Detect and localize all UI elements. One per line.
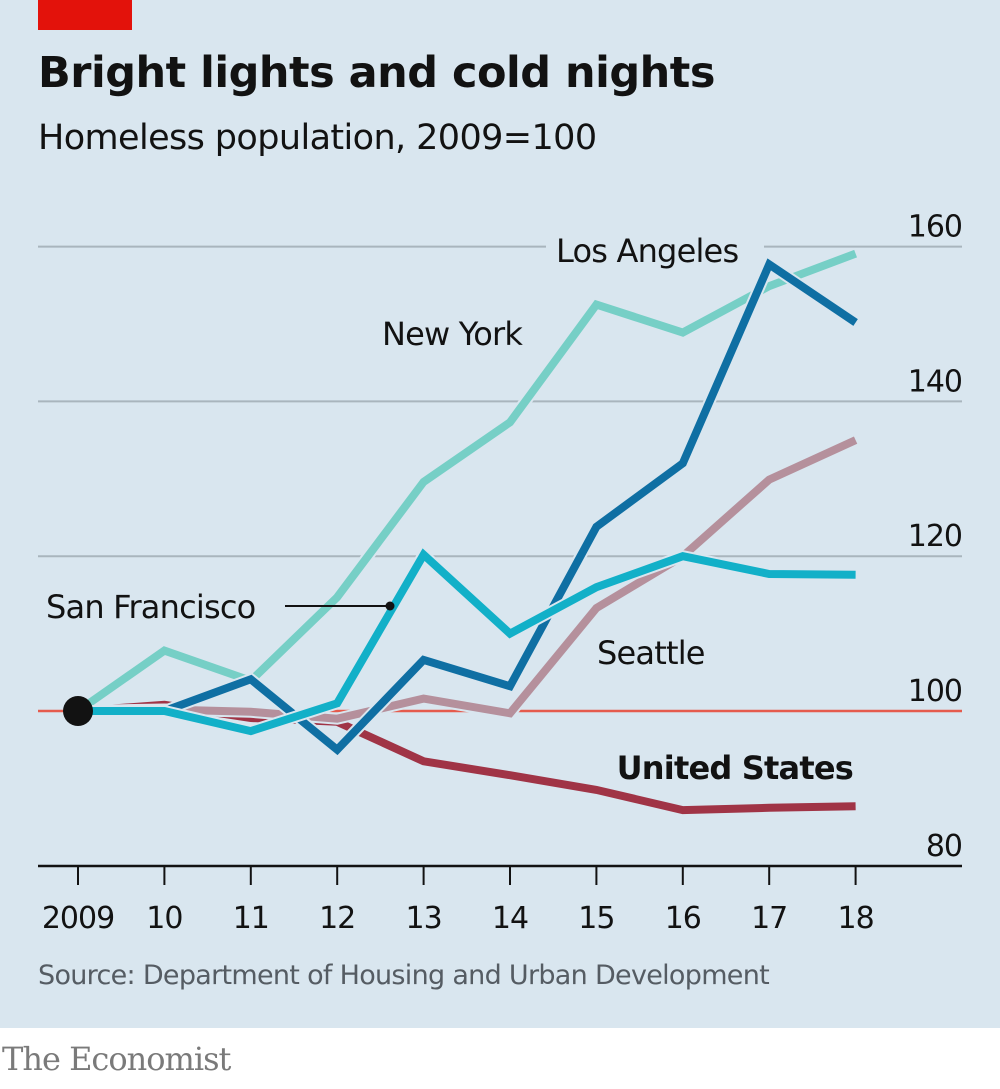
y-axis-tick-labels: 80 100 120 140 160 <box>908 210 963 864</box>
series-label-san-francisco: San Francisco <box>46 588 255 626</box>
y-tick-label-140: 140 <box>908 364 962 399</box>
series-label-los-angeles: Los Angeles <box>556 232 738 270</box>
y-tick-label-80: 80 <box>926 829 962 864</box>
leader-dot-san-francisco <box>385 601 395 611</box>
economist-logo-text: The Economist <box>2 1040 231 1078</box>
line-chart: 80 100 120 140 160 2009 10 11 12 13 14 15 16 17 18 Lo… <box>38 210 963 936</box>
series-lines <box>74 247 859 817</box>
brand-red-tab <box>38 0 132 30</box>
source-note: Source: Department of Housing and Urban … <box>38 960 770 991</box>
series-line-los-angeles <box>78 258 858 756</box>
x-tick-label-2016: 16 <box>665 901 701 936</box>
x-tick-label-2014: 14 <box>492 901 528 936</box>
series-label-seattle: Seattle <box>597 634 705 672</box>
x-axis: 2009 10 11 12 13 14 15 16 17 18 <box>38 864 962 936</box>
series-line-san-francisco <box>78 548 856 736</box>
series-line-seattle <box>77 436 858 723</box>
x-tick-label-2017: 17 <box>751 901 787 936</box>
x-tick-label-2018: 18 <box>838 901 874 936</box>
chart-title: Bright lights and cold nights <box>38 48 715 98</box>
y-tick-label-100: 100 <box>908 674 962 709</box>
chart-subtitle: Homeless population, 2009=100 <box>38 118 597 158</box>
series-labels: Los Angeles New York San Francisco Seattle U… <box>46 232 854 787</box>
x-tick-label-2009: 2009 <box>42 901 114 936</box>
series-label-new-york: New York <box>382 315 523 353</box>
series-line-new-york <box>75 249 858 715</box>
x-tick-label-2011: 11 <box>233 901 269 936</box>
y-tick-label-160: 160 <box>908 210 962 245</box>
base-year-marker <box>63 696 93 726</box>
x-tick-label-2012: 12 <box>319 901 355 936</box>
label-gridline-gap <box>546 238 764 254</box>
chart-panel <box>0 0 1000 1028</box>
x-tick-label-2015: 15 <box>578 901 614 936</box>
series-label-united-states: United States <box>617 749 853 787</box>
x-tick-label-2010: 10 <box>146 901 182 936</box>
base-markers <box>63 696 93 726</box>
y-tick-label-120: 120 <box>908 519 962 554</box>
x-tick-label-2013: 13 <box>406 901 442 936</box>
